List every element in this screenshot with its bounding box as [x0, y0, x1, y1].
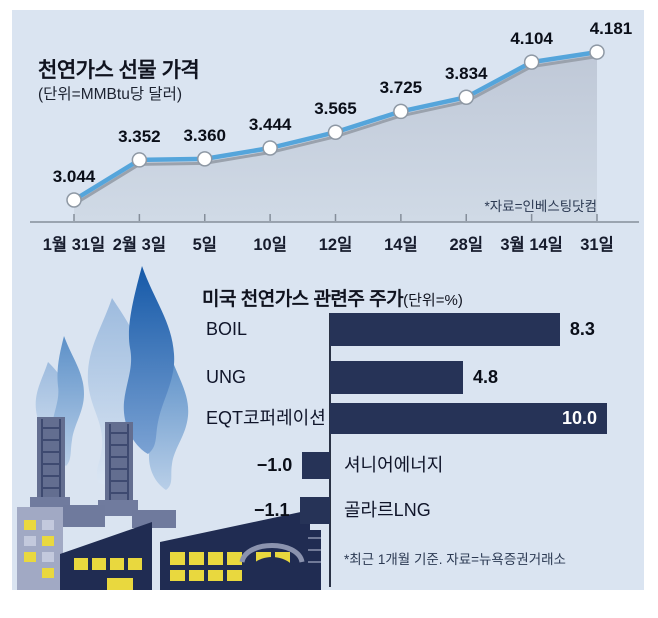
x-axis-label: 12일 [318, 236, 353, 254]
bar-BOIL [330, 313, 560, 346]
x-axis-label: 3월 14일 [500, 236, 563, 254]
factory-buildings [17, 505, 321, 590]
data-point-marker [458, 89, 474, 105]
x-axis-label: 28일 [449, 236, 484, 254]
stocks-chart-title-text: 미국 천연가스 관련주 주가 [202, 289, 404, 310]
stocks-bar-chart: 미국 천연가스 관련주 주가(단위=%) BOIL 8.3 UNG 4.8 EQT코퍼레… [12, 260, 644, 590]
data-point-marker [523, 54, 540, 70]
x-axis-label: 31일 [580, 236, 614, 254]
data-point-marker [262, 140, 278, 156]
data-point-marker [131, 152, 148, 168]
point-value-label: 3.360 [183, 125, 227, 145]
bar-UNG [330, 361, 463, 394]
bar-category-label: 셔니어에너지 [344, 455, 444, 475]
futures-chart-unit: (단위=MMBtu당 달러) [38, 86, 183, 103]
data-point-marker [589, 44, 605, 60]
bar-셔니어에너지 [302, 452, 330, 479]
bar-category-label: UNG [206, 367, 246, 387]
x-axis-label: 10일 [253, 236, 287, 254]
factory-chimneys [30, 417, 138, 516]
data-point-markers [66, 44, 605, 208]
point-value-label: 4.181 [589, 19, 633, 39]
bar-value-label: 4.8 [472, 367, 498, 387]
bar-value-label: 10.0 [561, 408, 597, 428]
bar-value-label: −1.1 [253, 500, 290, 520]
point-value-label: 3.834 [444, 64, 488, 84]
chart-panel: 천연가스 선물 가격 (단위=MMBtu당 달러) *자료=인베스팅닷컴 3.0… [12, 10, 644, 590]
data-point-marker [393, 103, 409, 120]
bar-category-label: BOIL [206, 319, 248, 339]
blue-flames [35, 266, 189, 490]
x-axis-label: 14일 [384, 236, 418, 254]
point-value-label: 3.044 [52, 167, 96, 186]
stocks-chart-footnote: *최근 1개월 기준. 자료=뉴욕증권거래소 [344, 552, 566, 567]
futures-line-chart: 천연가스 선물 가격 (단위=MMBtu당 달러) *자료=인베스팅닷컴 3.0… [12, 10, 644, 270]
bar-category-label: EQT코퍼레이션 [206, 408, 326, 428]
data-point-marker [66, 192, 82, 208]
point-value-label: 3.725 [379, 78, 423, 98]
bar-value-label: 8.3 [569, 319, 595, 339]
stocks-chart-unit: (단위=%) [403, 292, 463, 309]
point-value-label: 3.352 [118, 126, 161, 146]
stocks-chart-title: 미국 천연가스 관련주 주가(단위=%) [202, 284, 463, 311]
point-value-label: 3.444 [248, 114, 292, 134]
bar-category-label: 골라르LNG [344, 500, 431, 520]
futures-chart-title: 천연가스 선물 가격 [38, 59, 200, 82]
x-axis-label: 1월 31일 [42, 236, 106, 254]
futures-chart-source: *자료=인베스팅닷컴 [484, 199, 598, 214]
bar-골라르LNG [299, 497, 330, 524]
point-value-label: 4.104 [510, 29, 553, 49]
point-value-label: 3.565 [314, 99, 357, 119]
x-axis-label: 5일 [192, 236, 217, 254]
factory-flames-illustration [17, 266, 321, 590]
x-axis-label: 2월 3일 [112, 236, 167, 254]
bar-value-label: −1.0 [256, 455, 293, 475]
bar-EQT코퍼레이션 [330, 403, 607, 434]
data-point-marker [327, 124, 344, 140]
x-axis [30, 214, 639, 223]
futures-chart-canvas [30, 44, 639, 223]
data-point-marker [197, 151, 213, 167]
bar-chart-zero-axis [329, 313, 331, 587]
